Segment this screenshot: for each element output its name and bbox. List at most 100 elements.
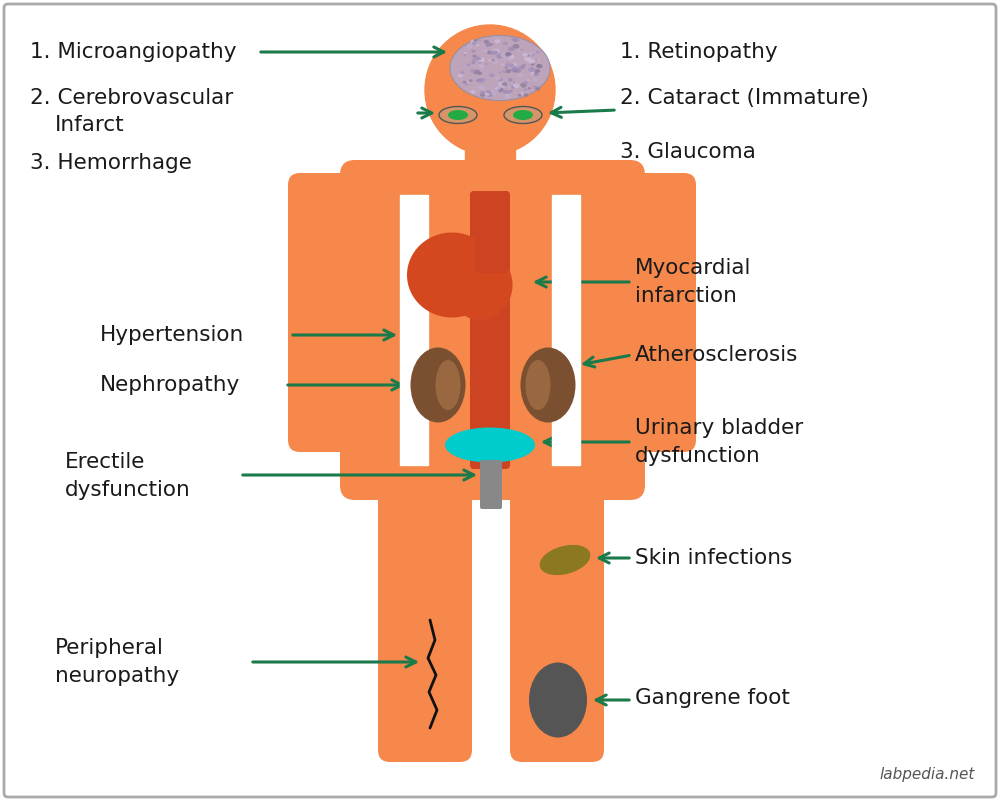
Ellipse shape <box>498 87 503 91</box>
Ellipse shape <box>516 85 518 87</box>
Ellipse shape <box>506 52 512 57</box>
Ellipse shape <box>536 87 539 89</box>
Ellipse shape <box>468 63 470 65</box>
Text: Gangrene foot: Gangrene foot <box>635 688 790 708</box>
Ellipse shape <box>495 76 500 80</box>
Ellipse shape <box>531 72 535 74</box>
Ellipse shape <box>517 50 520 52</box>
Ellipse shape <box>522 53 528 57</box>
Ellipse shape <box>518 94 522 97</box>
Ellipse shape <box>528 52 533 55</box>
Bar <box>552 195 580 465</box>
Ellipse shape <box>465 45 467 46</box>
Ellipse shape <box>540 545 590 575</box>
Ellipse shape <box>533 86 536 87</box>
Ellipse shape <box>502 83 507 87</box>
Ellipse shape <box>469 79 473 82</box>
Ellipse shape <box>509 90 513 93</box>
Ellipse shape <box>488 92 494 96</box>
Ellipse shape <box>515 69 521 73</box>
Text: 1. Retinopathy: 1. Retinopathy <box>620 42 778 62</box>
Ellipse shape <box>473 65 477 67</box>
Ellipse shape <box>464 52 467 54</box>
Text: dysfunction: dysfunction <box>65 480 191 500</box>
Ellipse shape <box>534 73 539 76</box>
Ellipse shape <box>506 61 508 62</box>
Ellipse shape <box>520 83 527 87</box>
FancyBboxPatch shape <box>378 448 472 762</box>
Ellipse shape <box>489 94 491 95</box>
Ellipse shape <box>509 69 512 71</box>
Text: Hypertension: Hypertension <box>100 325 244 345</box>
Ellipse shape <box>491 91 494 92</box>
Ellipse shape <box>523 88 527 91</box>
Ellipse shape <box>511 86 515 89</box>
Ellipse shape <box>445 428 535 462</box>
Ellipse shape <box>467 63 471 66</box>
Ellipse shape <box>448 110 468 120</box>
Ellipse shape <box>495 86 501 90</box>
FancyBboxPatch shape <box>470 191 510 469</box>
Ellipse shape <box>499 71 501 73</box>
Ellipse shape <box>509 87 512 88</box>
Ellipse shape <box>508 94 510 95</box>
Text: 3. Glaucoma: 3. Glaucoma <box>620 142 756 162</box>
Ellipse shape <box>498 82 505 87</box>
Ellipse shape <box>491 59 498 64</box>
Ellipse shape <box>521 64 526 67</box>
Ellipse shape <box>486 46 488 47</box>
Ellipse shape <box>501 80 504 82</box>
Text: 2. Cerebrovascular: 2. Cerebrovascular <box>30 88 233 108</box>
FancyBboxPatch shape <box>480 460 502 509</box>
Ellipse shape <box>506 63 510 66</box>
Ellipse shape <box>491 59 495 62</box>
Ellipse shape <box>478 78 483 82</box>
Ellipse shape <box>530 53 535 56</box>
Text: Peripheral: Peripheral <box>55 638 164 658</box>
Ellipse shape <box>491 91 493 92</box>
Ellipse shape <box>504 107 542 123</box>
Ellipse shape <box>476 87 480 88</box>
FancyBboxPatch shape <box>510 448 604 762</box>
Ellipse shape <box>507 58 512 61</box>
Ellipse shape <box>473 54 477 58</box>
Ellipse shape <box>501 85 505 88</box>
Ellipse shape <box>488 59 492 62</box>
Ellipse shape <box>450 35 550 100</box>
Ellipse shape <box>407 232 497 317</box>
Ellipse shape <box>528 59 535 64</box>
Ellipse shape <box>530 67 534 70</box>
Ellipse shape <box>470 91 475 94</box>
Ellipse shape <box>478 86 485 91</box>
Ellipse shape <box>498 78 503 82</box>
Ellipse shape <box>505 69 511 73</box>
Ellipse shape <box>482 74 484 75</box>
Text: infarction: infarction <box>635 286 737 306</box>
Ellipse shape <box>532 78 537 82</box>
Ellipse shape <box>528 67 535 72</box>
Ellipse shape <box>493 50 498 54</box>
Ellipse shape <box>513 38 517 42</box>
Ellipse shape <box>460 71 464 74</box>
Ellipse shape <box>478 57 485 62</box>
Ellipse shape <box>520 49 523 51</box>
Ellipse shape <box>502 70 506 73</box>
Ellipse shape <box>490 43 493 46</box>
Ellipse shape <box>464 54 466 55</box>
Ellipse shape <box>503 42 508 46</box>
Ellipse shape <box>486 43 491 46</box>
Ellipse shape <box>479 78 485 83</box>
Ellipse shape <box>513 62 517 66</box>
FancyBboxPatch shape <box>475 212 507 273</box>
Ellipse shape <box>536 88 539 90</box>
Ellipse shape <box>489 51 492 54</box>
Ellipse shape <box>530 62 535 66</box>
Text: Nephropathy: Nephropathy <box>100 375 240 395</box>
Ellipse shape <box>523 93 528 97</box>
Ellipse shape <box>491 50 496 55</box>
Text: Myocardial: Myocardial <box>635 258 751 278</box>
Ellipse shape <box>536 50 540 54</box>
Bar <box>400 195 428 465</box>
Ellipse shape <box>487 50 492 54</box>
Circle shape <box>425 25 555 155</box>
